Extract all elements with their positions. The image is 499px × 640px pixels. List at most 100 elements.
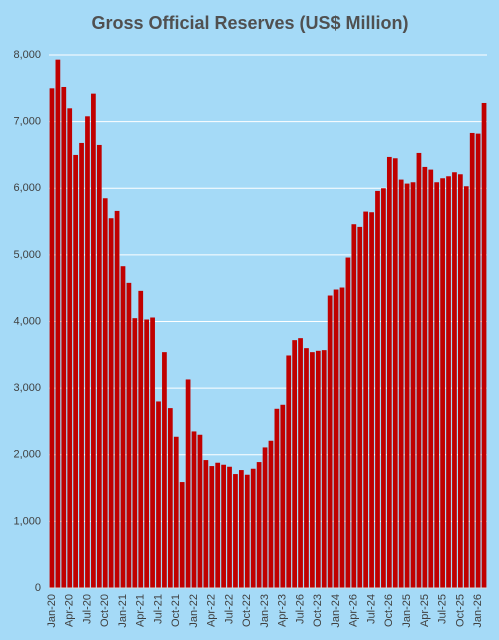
bar (280, 404, 286, 588)
chart-title: Gross Official Reserves (US$ Million) (91, 13, 408, 33)
y-tick-label: 5,000 (13, 249, 41, 261)
bar (233, 474, 238, 588)
bar (392, 158, 398, 589)
bar (446, 176, 451, 588)
x-tick-label: Jul-24 (365, 594, 377, 624)
bar (375, 190, 380, 589)
bar (481, 102, 487, 588)
bar (452, 172, 457, 588)
x-tick-label: Apr-26 (348, 594, 360, 627)
x-tick-label: Oct-20 (99, 594, 111, 627)
x-tick-label: Oct-22 (241, 594, 253, 627)
x-tick-label: Oct-26 (383, 594, 395, 627)
bar (381, 188, 386, 588)
x-tick-label: Apr-25 (419, 594, 431, 627)
bar (79, 142, 84, 588)
bar (339, 287, 345, 588)
bar (221, 464, 226, 588)
bar (422, 166, 428, 588)
x-tick-label: Jan-25 (401, 594, 413, 628)
bar (91, 93, 96, 588)
y-tick-label: 6,000 (13, 182, 41, 194)
bar (114, 210, 120, 588)
x-tick-label: Oct-23 (312, 594, 324, 627)
x-tick-label: Jul-25 (437, 594, 449, 624)
bar (286, 355, 292, 588)
y-tick-label: 0 (35, 582, 41, 594)
bar (315, 350, 321, 588)
x-tick-label: Jan-20 (46, 594, 58, 628)
x-tick-label: Jul-22 (223, 594, 235, 624)
x-tick-label: Jan-22 (188, 594, 200, 628)
bar (357, 226, 363, 588)
x-tick-label: Apr-22 (206, 594, 218, 627)
bar (292, 340, 298, 588)
bar (203, 460, 209, 588)
bar (475, 133, 481, 588)
bar (416, 152, 422, 588)
x-tick-label: Oct-25 (454, 594, 466, 627)
bar (457, 174, 463, 589)
bar (185, 379, 191, 588)
bar (386, 156, 392, 588)
bar (227, 466, 232, 588)
bar (215, 462, 221, 588)
bar (132, 318, 138, 588)
bar (197, 434, 203, 588)
bar (351, 224, 357, 589)
x-tick-label: Oct-21 (170, 594, 182, 627)
bar (179, 482, 185, 588)
bar (126, 282, 132, 588)
bar (410, 182, 416, 588)
bar (333, 289, 339, 588)
bar (274, 408, 280, 588)
bar (156, 401, 161, 588)
bar (61, 86, 67, 588)
bar (173, 436, 179, 588)
bar (298, 338, 303, 588)
x-tick-label: Jan-24 (330, 594, 342, 628)
bar (108, 218, 114, 588)
bar (96, 144, 102, 588)
bar (73, 154, 79, 588)
x-tick-label: Jan-21 (117, 594, 129, 628)
x-tick-label: Jan-23 (259, 594, 271, 628)
y-tick-label: 7,000 (13, 116, 41, 128)
bar (321, 350, 327, 588)
bar (191, 431, 197, 588)
bar (404, 183, 410, 588)
bar (138, 290, 144, 588)
bar (398, 179, 404, 588)
y-tick-label: 1,000 (13, 515, 41, 527)
bar (244, 474, 250, 588)
x-tick-label: Apr-20 (64, 594, 76, 627)
bar (49, 88, 55, 588)
y-tick-label: 4,000 (13, 315, 41, 327)
bar (434, 182, 440, 588)
x-tick-label: Jan-26 (472, 594, 484, 628)
bar (369, 212, 374, 589)
bar (238, 470, 244, 588)
bar (469, 132, 475, 589)
bar (167, 408, 173, 588)
bar (55, 59, 61, 588)
bar (85, 116, 90, 589)
y-tick-label: 8,000 (13, 49, 41, 61)
x-tick-label: Jul-21 (152, 594, 164, 624)
bar (144, 319, 150, 588)
bar (162, 352, 167, 588)
bar (209, 466, 215, 588)
bar (310, 352, 315, 588)
bar (262, 447, 268, 588)
bar (120, 266, 126, 588)
x-tick-label: Jul-26 (294, 594, 306, 624)
bar (304, 348, 309, 588)
bar (428, 169, 434, 588)
bar (440, 178, 445, 588)
bar (268, 440, 274, 588)
bar (345, 257, 351, 588)
bar (102, 198, 108, 588)
bar (463, 186, 469, 588)
x-tick-label: Apr-21 (135, 594, 147, 627)
